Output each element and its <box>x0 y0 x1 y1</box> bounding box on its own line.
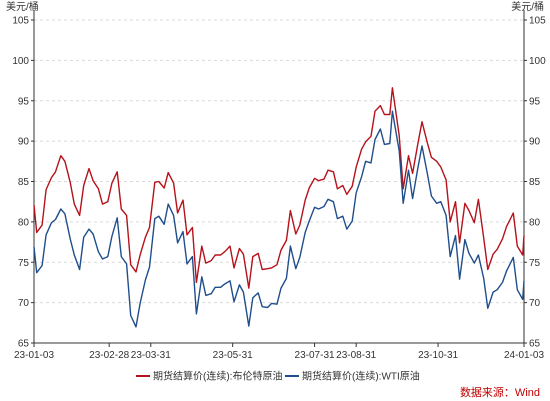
y-tick-label-left: 80 <box>18 217 30 228</box>
x-tick-label: 23-07-31 <box>295 350 335 361</box>
legend-label: 期货结算价(连续):WTI原油 <box>302 370 420 383</box>
y-axis-right-unit: 美元/桶 <box>511 0 544 13</box>
legend-label: 期货结算价(连续):布伦特原油 <box>153 370 282 383</box>
x-tick-label: 23-01-03 <box>14 350 54 361</box>
series-line-brent <box>33 87 525 289</box>
y-tick-label-left: 100 <box>12 56 29 67</box>
x-tick-label: 24-01-03 <box>504 350 544 361</box>
x-tick-label: 23-05-31 <box>213 350 253 361</box>
y-tick-label-right: 65 <box>529 339 541 350</box>
series-lines <box>33 87 525 328</box>
y-tick-label-right: 70 <box>529 298 541 309</box>
x-tick-label: 23-08-31 <box>336 350 376 361</box>
y-axis-left-unit: 美元/桶 <box>6 0 39 13</box>
y-tick-label-left: 65 <box>18 339 30 350</box>
gridlines <box>34 19 524 304</box>
x-tick-label: 23-10-31 <box>418 350 458 361</box>
legend: 期货结算价(连续):布伦特原油 期货结算价(连续):WTI原油 <box>136 370 420 383</box>
y-tick-label-right: 80 <box>529 217 541 228</box>
y-tick-label-left: 85 <box>18 177 30 188</box>
y-tick-label-right: 75 <box>529 258 541 269</box>
y-tick-label-right: 95 <box>529 96 541 107</box>
y-tick-label-right: 105 <box>529 16 546 27</box>
source-note: 数据来源：Wind <box>460 385 540 399</box>
y-tick-label-right: 100 <box>529 56 546 67</box>
y-tick-label-left: 75 <box>18 258 30 269</box>
y-tick-label-left: 90 <box>18 137 30 148</box>
axes: 美元/桶 美元/桶 65 65 70 70 75 75 80 80 85 85 90 90 95 95 10… <box>6 0 546 361</box>
y-tick-label-left: 95 <box>18 96 30 107</box>
x-tick-label: 23-03-31 <box>131 350 171 361</box>
x-tick-label: 23-02-28 <box>89 350 129 361</box>
y-tick-label-left: 70 <box>18 298 30 309</box>
series-line-wti <box>33 110 525 328</box>
y-tick-label-right: 90 <box>529 137 541 148</box>
y-tick-label-right: 85 <box>529 177 541 188</box>
y-tick-label-left: 105 <box>12 16 29 27</box>
